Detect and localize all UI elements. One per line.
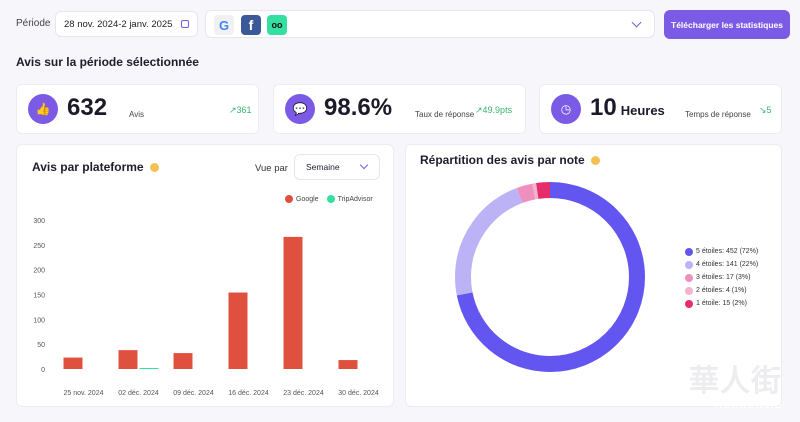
info-icon[interactable] xyxy=(149,163,159,173)
card-title-text: Répartition des avis par note xyxy=(420,153,585,167)
legend-label: Google xyxy=(296,195,319,203)
pie-legend-item[interactable]: 4 étoiles: 141 (22%) xyxy=(685,258,758,271)
legend-item-tripadvisor[interactable]: TripAdvisor xyxy=(326,195,373,203)
date-range-value: 28 nov. 2024-2 janv. 2025 xyxy=(64,18,173,30)
google-icon[interactable]: G xyxy=(214,15,234,35)
kpi-label: Avis xyxy=(129,110,144,119)
period-granularity-select[interactable]: Semaine xyxy=(294,154,380,180)
x-tick-label: 02 déc. 2024 xyxy=(118,390,159,397)
y-tick-label: 300 xyxy=(33,218,45,225)
kpi-unit: Heures xyxy=(620,103,665,118)
legend-label: 1 étoile: 15 (2%) xyxy=(696,300,747,307)
kpi-label: Taux de réponse xyxy=(415,110,475,119)
bar-google[interactable] xyxy=(118,350,138,369)
legend-item-google[interactable]: Google xyxy=(285,195,319,203)
card-title: Avis par plateforme xyxy=(32,160,159,174)
legend-label: 5 étoiles: 452 (72%) xyxy=(696,248,759,255)
bar-chart: 0 50 100 150 200 250 300 25 nov. 2024 02 déc. 20… xyxy=(33,218,379,397)
card-title-text: Avis par plateforme xyxy=(32,160,144,174)
legend-swatch xyxy=(685,273,693,282)
legend-swatch xyxy=(685,247,693,256)
kpi-label: Temps de réponse xyxy=(685,110,751,119)
download-stats-button[interactable]: Télécharger les statistiques xyxy=(664,10,790,39)
kpi-value: 98.6% xyxy=(324,94,393,121)
legend-swatch xyxy=(685,299,693,308)
bar-google[interactable] xyxy=(173,353,193,369)
legend-label: 4 étoiles: 141 (22%) xyxy=(696,261,759,268)
legend-swatch xyxy=(685,286,693,295)
legend-swatch xyxy=(285,195,293,203)
watermark-text: HUARENJIE xyxy=(715,400,782,411)
legend-label: 2 étoiles: 4 (1%) xyxy=(696,287,747,294)
x-tick-label: 25 nov. 2024 xyxy=(64,390,104,397)
bar-google[interactable] xyxy=(228,292,248,369)
y-tick-label: 0 xyxy=(41,367,45,374)
bar-google[interactable] xyxy=(63,357,83,369)
tripadvisor-icon[interactable]: oo xyxy=(267,15,287,35)
legend-label: 3 étoiles: 17 (3%) xyxy=(696,274,751,281)
chat-icon: 💬 xyxy=(285,94,315,124)
kpi-delta: ↗361 xyxy=(229,105,252,115)
vue-label: Vue par xyxy=(255,163,288,174)
watermark-logo: 華人街 xyxy=(689,364,782,399)
thumbs-up-icon: 👍 xyxy=(28,94,58,124)
pie-legend-item[interactable]: 5 étoiles: 452 (72%) xyxy=(685,245,758,258)
legend-label: TripAdvisor xyxy=(337,195,373,203)
donut-slice[interactable] xyxy=(455,182,645,372)
rating-chart-card: Répartition des avis par note 5 étoiles:… xyxy=(405,144,782,407)
donut-slice[interactable] xyxy=(455,182,645,372)
y-tick-label: 50 xyxy=(37,342,45,349)
legend-swatch xyxy=(685,260,693,269)
x-tick-label: 30 déc. 2024 xyxy=(338,390,379,397)
platform-chart-card: Avis par plateforme Vue par Semaine Goog… xyxy=(16,144,394,407)
card-title: Répartition des avis par note xyxy=(420,153,600,167)
kpi-response-rate: 💬 98.6% Taux de réponse ↗49.9pts xyxy=(273,84,526,134)
facebook-icon[interactable]: f xyxy=(241,15,261,35)
bar-legend: Google TripAdvisor xyxy=(285,195,373,203)
x-tick-label: 16 déc. 2024 xyxy=(228,390,269,397)
pie-legend-item[interactable]: 3 étoiles: 17 (3%) xyxy=(685,271,758,284)
chevron-down-icon[interactable] xyxy=(631,17,642,28)
calendar-icon[interactable] xyxy=(181,20,189,28)
x-tick-label: 09 déc. 2024 xyxy=(173,390,214,397)
y-tick-label: 250 xyxy=(33,243,45,250)
kpi-response-time: ◷ 10 Heures Temps de réponse ↘5 xyxy=(539,84,782,134)
y-tick-label: 200 xyxy=(33,268,45,275)
pie-legend: 5 étoiles: 452 (72%) 4 étoiles: 141 (22%)… xyxy=(685,245,758,310)
bar-google[interactable] xyxy=(283,236,303,369)
pie-legend-item[interactable]: 2 étoiles: 4 (1%) xyxy=(685,284,758,297)
topbar: Période 28 nov. 2024-2 janv. 2025 G f oo… xyxy=(0,0,800,46)
kpi-value: 632 xyxy=(67,94,108,121)
kpi-reviews: 👍 632 Avis ↗361 xyxy=(16,84,259,134)
donut-chart xyxy=(455,182,645,372)
period-label: Période xyxy=(16,18,51,29)
kpi-value: 10 Heures xyxy=(590,94,665,122)
platform-select[interactable]: G f oo xyxy=(205,10,655,38)
section-title: Avis sur la période sélectionnée xyxy=(16,55,199,69)
x-tick-label: 23 déc. 2024 xyxy=(283,390,324,397)
granularity-value: Semaine xyxy=(306,162,340,172)
info-icon[interactable] xyxy=(590,156,600,166)
bar-tripadvisor[interactable] xyxy=(139,368,159,369)
y-tick-label: 150 xyxy=(33,293,45,300)
kpi-delta: ↗49.9pts xyxy=(475,105,513,115)
legend-swatch xyxy=(326,195,335,203)
pie-legend-item[interactable]: 1 étoile: 15 (2%) xyxy=(685,297,758,310)
y-tick-label: 100 xyxy=(33,317,45,324)
clock-icon: ◷ xyxy=(551,94,581,124)
bar-google[interactable] xyxy=(338,360,358,369)
watermark: 華人街 HUARENJIE xyxy=(652,356,782,416)
date-range-input[interactable]: 28 nov. 2024-2 janv. 2025 xyxy=(55,11,198,37)
kpi-delta: ↘5 xyxy=(759,105,772,115)
kpi-number: 10 xyxy=(590,94,617,121)
